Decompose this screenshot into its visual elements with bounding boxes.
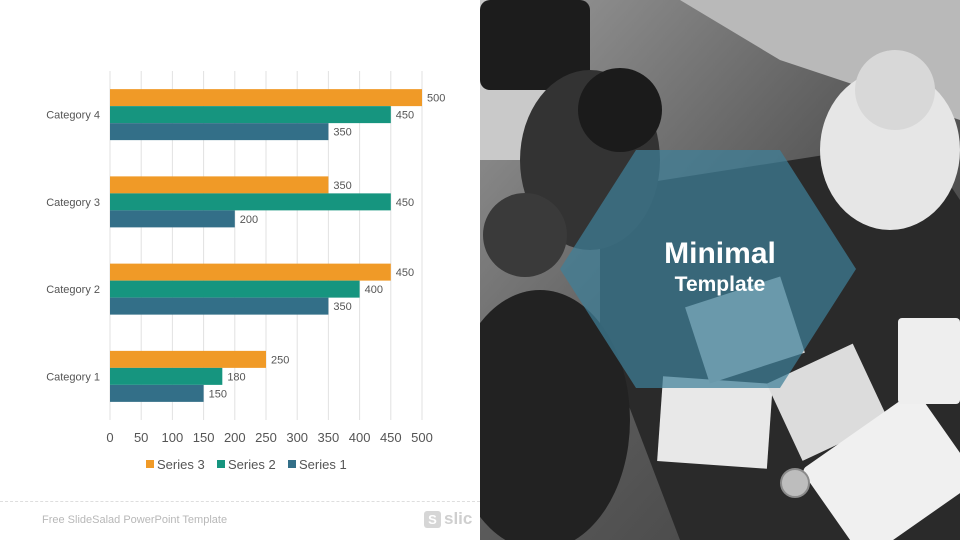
x-tick-label: 450 — [380, 430, 402, 445]
x-tick-label: 350 — [318, 430, 340, 445]
x-tick-label: 100 — [162, 430, 184, 445]
legend-swatch — [288, 460, 296, 468]
bar — [110, 89, 422, 107]
chart-canvas: 0 50 100 150 200 250 300 350 400 450 500250180150C… — [46, 71, 445, 472]
slidesalad-logo: S slic — [424, 509, 472, 529]
title-block: Minimal Template — [620, 236, 820, 298]
data-label: 450 — [396, 197, 414, 209]
data-label: 350 — [333, 127, 351, 139]
data-label: 180 — [227, 371, 245, 383]
x-tick-label: 200 — [224, 430, 246, 445]
slide-title: Minimal — [664, 237, 776, 270]
bar — [110, 280, 360, 298]
data-label: 450 — [396, 267, 414, 279]
glass — [780, 468, 810, 498]
x-tick-label: 50 — [134, 430, 148, 445]
footer-divider — [0, 501, 480, 502]
legend-label: Series 3 — [157, 457, 205, 472]
logo-text: slic — [444, 509, 473, 528]
person-right-head — [855, 50, 935, 130]
category-label: Category 2 — [46, 284, 100, 296]
bar — [110, 263, 391, 281]
bar — [110, 350, 266, 368]
legend-label: Series 2 — [228, 457, 276, 472]
data-label: 250 — [271, 354, 289, 366]
bar — [110, 123, 329, 141]
person-left-suit — [480, 290, 630, 540]
data-label: 350 — [333, 301, 351, 313]
x-tick-label: 400 — [349, 430, 371, 445]
data-label: 450 — [396, 110, 414, 122]
bar — [110, 367, 223, 385]
category-label: Category 1 — [46, 371, 100, 383]
bar — [110, 106, 391, 124]
notebook — [898, 318, 960, 404]
legend-swatch — [146, 460, 154, 468]
bar — [110, 176, 329, 194]
data-label: 500 — [427, 93, 445, 105]
data-label: 200 — [240, 214, 258, 226]
legend-label: Series 1 — [299, 457, 347, 472]
bar-chart: 0 50 100 150 200 250 300 350 400 450 500 250 180 150 C… — [46, 71, 445, 472]
logo-icon: S — [424, 510, 441, 528]
x-tick-label: 500 — [411, 430, 433, 445]
data-label: 150 — [209, 388, 227, 400]
meeting-photo — [480, 0, 960, 540]
office-chair — [480, 0, 590, 90]
hexagon-overlay — [560, 150, 856, 388]
paper-document — [657, 376, 773, 469]
meeting-photo-illustration — [480, 0, 960, 540]
bar — [110, 384, 204, 402]
bar — [110, 210, 235, 228]
category-label: Category 4 — [46, 110, 100, 122]
data-label: 350 — [333, 180, 351, 192]
x-tick-label: 150 — [193, 430, 215, 445]
footer-text: Free SlideSalad PowerPoint Template — [42, 514, 228, 526]
category-label: Category 3 — [46, 197, 100, 209]
laptop — [803, 392, 960, 540]
person-left-head — [483, 193, 567, 277]
x-tick-label: 300 — [286, 430, 308, 445]
x-tick-label: 0 — [106, 430, 113, 445]
slide-subtitle: Template — [674, 273, 766, 296]
person-top-head — [578, 68, 662, 152]
bar — [110, 297, 329, 315]
x-tick-label: 250 — [255, 430, 277, 445]
legend-swatch — [217, 460, 225, 468]
data-label: 400 — [365, 284, 383, 296]
bar — [110, 193, 391, 211]
